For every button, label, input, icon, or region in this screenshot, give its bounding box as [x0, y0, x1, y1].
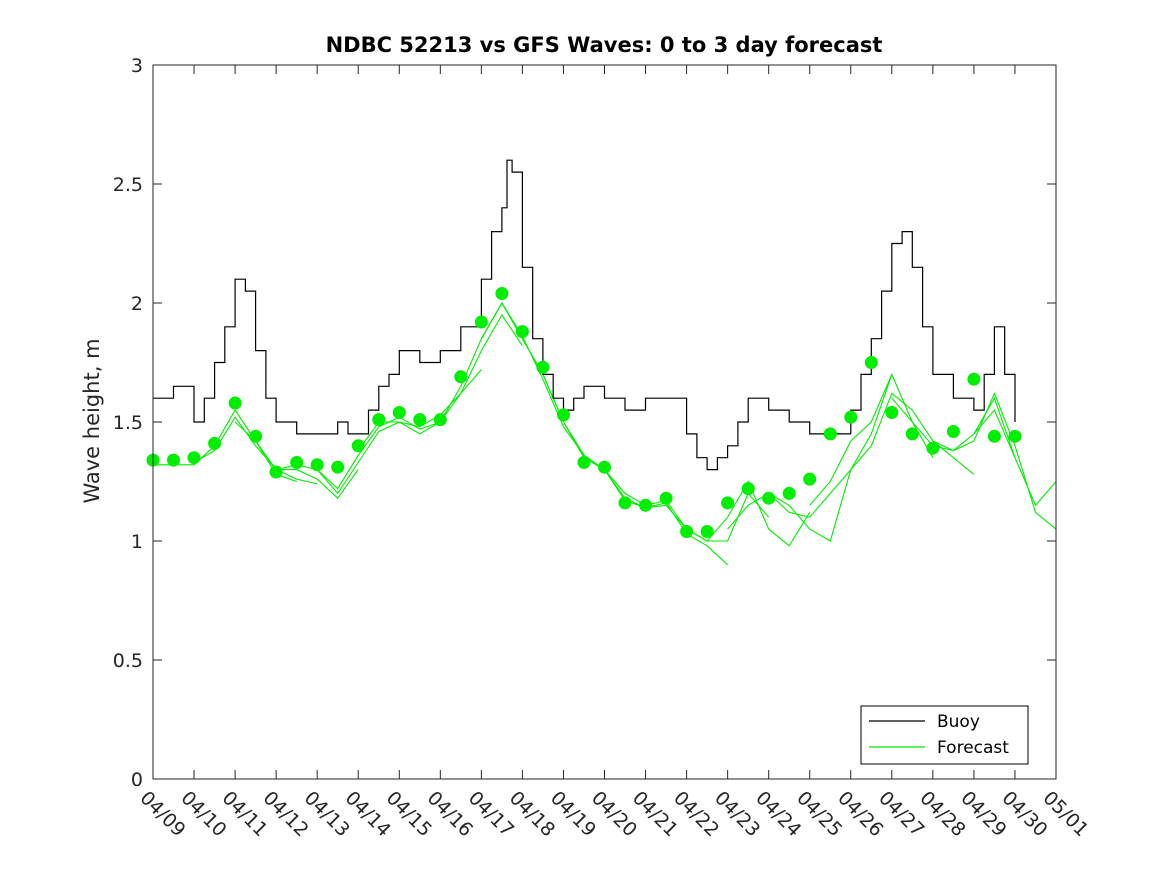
x-tick-label: 04/16 [423, 787, 477, 841]
forecast-point [741, 482, 755, 496]
y-tick-label: 0.5 [113, 650, 143, 672]
forecast-run-line [727, 469, 852, 530]
forecast-point [598, 460, 611, 474]
forecast-point [557, 408, 570, 422]
forecast-point [269, 465, 283, 479]
forecast-point [351, 439, 365, 453]
forecast-point [515, 325, 529, 339]
forecast-point [844, 410, 858, 424]
forecast-point [228, 396, 242, 410]
forecast-run-line [193, 416, 318, 485]
forecast-run-line [973, 409, 1057, 507]
forecast-point [392, 406, 406, 419]
forecast-point [721, 496, 735, 510]
x-tick-label: 04/20 [587, 787, 641, 841]
forecast-point [864, 356, 878, 369]
forecast-run-line [768, 374, 893, 542]
legend-forecast-label: Forecast [937, 738, 1009, 758]
forecast-point [987, 429, 1001, 443]
forecast-run-line [316, 416, 441, 490]
forecast-run-line [850, 392, 975, 475]
forecast-point [659, 491, 673, 505]
forecast-point [762, 491, 776, 505]
x-tick-label: 04/10 [176, 787, 230, 841]
forecast-point [577, 456, 591, 469]
forecast-point [618, 496, 632, 510]
forecast-point [495, 287, 509, 300]
x-tick-label: 04/09 [135, 787, 189, 841]
y-tick-label: 0 [131, 769, 143, 791]
forecast-point [946, 425, 960, 438]
x-tick-label: 04/11 [218, 787, 272, 841]
forecast-point [454, 370, 468, 384]
y-tick-label: 1 [131, 531, 143, 553]
legend: Buoy Forecast [860, 705, 1029, 765]
forecast-point [310, 458, 324, 472]
forecast-point [474, 315, 488, 329]
legend-box [860, 705, 1029, 765]
forecast-run-line [686, 480, 811, 547]
forecast-point [187, 451, 201, 465]
x-tick-label: 05/01 [1038, 787, 1092, 841]
y-tick-label: 1.5 [113, 412, 143, 434]
y-tick-label: 2 [131, 293, 143, 315]
forecast-point [536, 360, 550, 374]
x-tick-label: 04/28 [915, 787, 969, 841]
y-tick-label: 2.5 [113, 174, 143, 196]
x-tick-label: 04/30 [997, 787, 1051, 841]
x-tick-label: 04/25 [792, 787, 846, 841]
x-tick-label: 04/22 [669, 787, 723, 841]
x-tick-label: 04/27 [874, 787, 928, 841]
x-tick-label: 04/23 [710, 787, 764, 841]
series-layer [146, 159, 1057, 566]
x-tick-label: 04/17 [464, 787, 518, 841]
forecast-point [823, 427, 837, 441]
chart-title: NDBC 52213 vs GFS Waves: 0 to 3 day fore… [326, 33, 883, 57]
forecast-run-line [932, 391, 1057, 530]
forecast-run-line [399, 313, 523, 435]
forecast-point [967, 372, 981, 386]
x-tick-label: 04/21 [628, 787, 682, 841]
x-tick-label: 04/24 [751, 787, 805, 841]
forecast-point [413, 413, 427, 427]
forecast-point [433, 413, 447, 427]
y-tick-label: 3 [131, 55, 143, 77]
x-tick-label: 04/15 [382, 787, 436, 841]
forecast-point [782, 486, 796, 500]
forecast-point [331, 460, 345, 474]
forecast-point [249, 429, 263, 443]
x-tick-label: 04/29 [956, 787, 1010, 841]
forecast-point [372, 413, 386, 427]
forecast-point [803, 472, 817, 486]
forecast-point [926, 441, 940, 455]
forecast-point [208, 436, 222, 450]
forecast-point [167, 453, 180, 467]
forecast-point [290, 456, 304, 469]
forecast-point [639, 498, 652, 512]
forecast-point [1008, 429, 1022, 443]
forecast-point [680, 525, 694, 538]
plot-area [153, 65, 1056, 779]
x-tick-label: 04/19 [546, 787, 600, 841]
forecast-point [885, 406, 899, 419]
x-tick-label: 04/12 [259, 787, 313, 841]
x-tick-label: 04/26 [833, 787, 887, 841]
forecast-point [700, 525, 714, 538]
x-tick-label: 04/18 [505, 787, 559, 841]
y-axis-label: Wave height, m [80, 338, 104, 503]
x-tick-label: 04/14 [341, 787, 395, 841]
forecast-point [905, 427, 919, 441]
legend-buoy-label: Buoy [937, 712, 980, 732]
x-tick-label: 04/13 [300, 787, 354, 841]
